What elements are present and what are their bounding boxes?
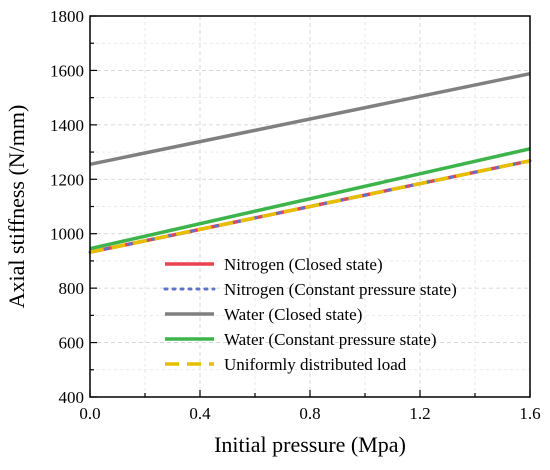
legend: Nitrogen (Closed state) Nitrogen (Constan… xyxy=(163,255,457,374)
x-tick-label: 1.2 xyxy=(409,404,430,423)
legend-label: Water (Constant pressure state) xyxy=(224,330,436,349)
series-lines xyxy=(88,71,532,254)
y-axis-label: Axial stiffness (N/mm) xyxy=(4,105,29,309)
y-tick-label: 400 xyxy=(59,388,85,407)
x-tick-label: 0.8 xyxy=(299,404,320,423)
y-tick-label: 800 xyxy=(59,279,85,298)
legend-label: Water (Closed state) xyxy=(224,305,362,324)
y-tick-label: 1600 xyxy=(50,61,84,80)
y-tick-label: 1200 xyxy=(50,170,84,189)
legend-label: Uniformly distributed load xyxy=(224,355,407,374)
x-tick-label: 0.4 xyxy=(189,404,211,423)
series-line-4 xyxy=(89,147,531,251)
x-tick-label: 1.6 xyxy=(519,404,540,423)
y-tick-label: 600 xyxy=(59,334,85,353)
legend-label: Nitrogen (Closed state) xyxy=(224,255,383,274)
axis-ticks: 0.0 0.4 0.8 1.2 1.6 400 600 800 1000 1200 1400 1600… xyxy=(50,7,541,423)
y-tick-label: 1000 xyxy=(50,225,84,244)
legend-label: Nitrogen (Constant pressure state) xyxy=(224,280,457,299)
y-tick-label: 1400 xyxy=(50,116,84,135)
x-tick-label: 0.0 xyxy=(79,404,100,423)
y-tick-label: 1800 xyxy=(50,7,84,26)
series-line-5 xyxy=(89,159,531,254)
series-line-3 xyxy=(89,71,531,167)
x-axis-label: Initial pressure (Mpa) xyxy=(214,432,406,457)
